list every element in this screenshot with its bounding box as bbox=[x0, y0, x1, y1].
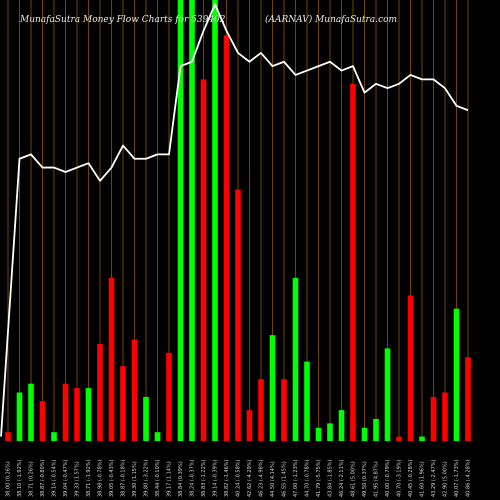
bar-series bbox=[5, 0, 471, 441]
x-tick-label: 40.45 (-0.28%) bbox=[408, 459, 414, 497]
x-tick-label: 42.62 (-4.29%) bbox=[247, 459, 253, 497]
x-tick-label: 43.84 (-1.85%) bbox=[328, 459, 334, 497]
bar bbox=[16, 392, 23, 441]
x-tick-label: 41.95 (4.87%) bbox=[374, 461, 380, 497]
x-tick-label: 48.61 (5.00%) bbox=[351, 461, 357, 497]
bar bbox=[189, 0, 195, 441]
x-tick-label: 39.05 (-0.43%) bbox=[109, 459, 115, 497]
x-tick-label: 39.33 (1.57%) bbox=[75, 461, 81, 497]
x-tick-label: 41.60 (1.96%) bbox=[420, 461, 426, 497]
bar bbox=[384, 348, 391, 441]
bar bbox=[327, 423, 333, 441]
line-series bbox=[0, 3, 469, 437]
bar bbox=[235, 189, 241, 441]
bar bbox=[120, 366, 126, 441]
x-tick-label: 39.17 (1.14%) bbox=[167, 461, 173, 497]
bar bbox=[223, 35, 230, 441]
bar bbox=[269, 335, 276, 441]
x-tick-label: 39.04 (-0.47%) bbox=[63, 459, 69, 497]
bar bbox=[258, 379, 264, 441]
bar bbox=[177, 0, 184, 441]
x-tick-label: 38.84 (0.39%) bbox=[178, 461, 184, 497]
x-tick-label: 40.86 (-4.28%) bbox=[466, 459, 472, 497]
x-tick-label: 39.80 (-3.22%) bbox=[144, 459, 150, 497]
x-tick-label: 38.87 (-0.18%) bbox=[121, 459, 127, 497]
x-tick-label: 38.00 (0.26%) bbox=[6, 461, 12, 497]
bar bbox=[62, 383, 69, 441]
bar bbox=[419, 436, 425, 441]
bar bbox=[5, 432, 11, 441]
bar bbox=[350, 83, 356, 441]
x-tick-label: 38.71 (0.26%) bbox=[29, 461, 35, 497]
x-tick-label: 38.82 (-1.46%) bbox=[224, 459, 230, 497]
bar bbox=[465, 357, 471, 441]
bar bbox=[28, 383, 34, 441]
bar bbox=[361, 427, 368, 441]
x-tick-label: 40.00 (-0.79%) bbox=[385, 459, 391, 497]
bar bbox=[97, 343, 103, 441]
x-tick-label: 40.07 (-1.73%) bbox=[454, 459, 460, 497]
x-tick-labels: 38.00 (0.26%) 38.10 (-1.92%) 38.71 (0.26%)… bbox=[6, 459, 472, 497]
x-tick-label: 38.71 (-1.92%) bbox=[86, 459, 92, 497]
x-tick-label: 44.70 (-0.78%) bbox=[305, 459, 311, 497]
bar bbox=[281, 379, 287, 441]
bar bbox=[407, 295, 414, 441]
x-tick-label: 38.10 (-1.92%) bbox=[17, 459, 23, 497]
money-flow-line bbox=[0, 3, 469, 437]
bar bbox=[315, 427, 322, 441]
bar bbox=[85, 388, 92, 441]
bar bbox=[154, 432, 161, 441]
x-tick-label: 40.70 (-3.19%) bbox=[397, 459, 403, 497]
bar bbox=[212, 0, 218, 441]
chart-title-right: (AARNAV) MunafaSutra.com bbox=[265, 14, 397, 25]
bar bbox=[373, 418, 379, 441]
x-tick-label: 43.29 (-2.47%) bbox=[431, 459, 437, 497]
x-tick-label: 49.50 (0.37%) bbox=[362, 461, 368, 497]
x-tick-label: 38.24 (-0.37%) bbox=[190, 459, 196, 497]
bar bbox=[143, 396, 149, 441]
x-tick-label: 38.98 (-0.78%) bbox=[98, 459, 104, 497]
bar bbox=[430, 396, 437, 441]
chart-title-left: MunafaSutra Money Flow Charts for 539402 bbox=[19, 15, 226, 25]
bar bbox=[338, 410, 345, 441]
bar bbox=[108, 277, 115, 441]
bar bbox=[51, 432, 57, 441]
x-tick-label: 39.14 (-0.54%) bbox=[52, 459, 58, 497]
bar bbox=[453, 308, 460, 441]
bar bbox=[166, 352, 172, 441]
bar bbox=[74, 388, 80, 441]
x-tick-label: 46.23 (-4.98%) bbox=[259, 459, 265, 497]
x-tick-label: 40.24 (-0.58%) bbox=[236, 459, 242, 497]
bar bbox=[200, 79, 207, 441]
x-tick-label: 46.55 (1.45%) bbox=[282, 461, 288, 497]
bar bbox=[39, 401, 46, 441]
x-tick-label: 38.44 (-0.10%) bbox=[155, 459, 161, 497]
bar bbox=[246, 410, 253, 441]
bar bbox=[442, 392, 448, 441]
x-tick-label: 39.14 (-0.39%) bbox=[213, 459, 219, 497]
x-tick-label: 38.83 (-1.22%) bbox=[201, 459, 207, 497]
x-tick-label: 39.30 (1.15%) bbox=[132, 461, 138, 497]
bar bbox=[396, 436, 402, 441]
x-tick-label: 38.87 (-0.80%) bbox=[40, 459, 46, 497]
x-tick-label: 42.90 (5.00%) bbox=[443, 461, 449, 497]
x-tick-label: 44.50 (4.14%) bbox=[270, 461, 276, 497]
bar bbox=[131, 339, 138, 441]
bar bbox=[304, 361, 310, 441]
bar bbox=[292, 277, 299, 441]
x-tick-label: 47.00 (-1.23%) bbox=[293, 459, 299, 497]
x-tick-label: 46.24 (-2.11%) bbox=[339, 459, 345, 497]
x-tick-label: 41.79 (-5.75%) bbox=[316, 459, 322, 497]
